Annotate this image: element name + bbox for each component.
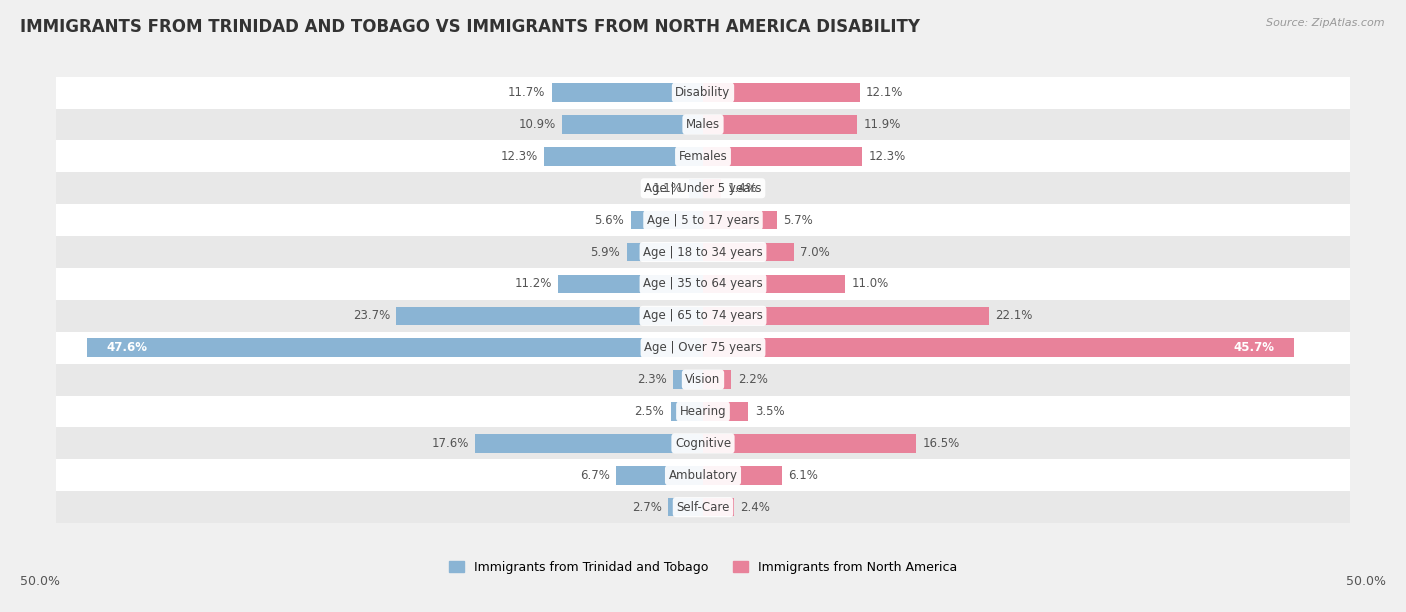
Bar xyxy=(475,434,703,453)
Text: Cognitive: Cognitive xyxy=(675,437,731,450)
Bar xyxy=(703,307,988,325)
Text: 1.1%: 1.1% xyxy=(652,182,682,195)
Bar xyxy=(703,498,734,517)
Bar xyxy=(689,179,703,198)
Text: 3.5%: 3.5% xyxy=(755,405,785,418)
Bar xyxy=(56,364,1350,395)
Text: Males: Males xyxy=(686,118,720,131)
Text: 2.4%: 2.4% xyxy=(741,501,770,513)
Bar xyxy=(544,147,703,166)
Bar xyxy=(668,498,703,517)
Text: Age | 65 to 74 years: Age | 65 to 74 years xyxy=(643,309,763,323)
Text: Age | Over 75 years: Age | Over 75 years xyxy=(644,341,762,354)
Text: 12.3%: 12.3% xyxy=(869,150,905,163)
Text: 47.6%: 47.6% xyxy=(107,341,148,354)
Text: 1.4%: 1.4% xyxy=(727,182,758,195)
Bar xyxy=(703,434,917,453)
Text: 2.7%: 2.7% xyxy=(631,501,662,513)
Bar xyxy=(56,395,1350,427)
Bar xyxy=(703,466,782,485)
Bar xyxy=(703,275,845,293)
Text: 10.9%: 10.9% xyxy=(519,118,555,131)
Text: 11.2%: 11.2% xyxy=(515,277,551,291)
Text: 2.3%: 2.3% xyxy=(637,373,666,386)
Text: Age | 35 to 64 years: Age | 35 to 64 years xyxy=(643,277,763,291)
Text: 16.5%: 16.5% xyxy=(922,437,960,450)
Bar xyxy=(703,147,862,166)
Text: 6.1%: 6.1% xyxy=(789,469,818,482)
Text: IMMIGRANTS FROM TRINIDAD AND TOBAGO VS IMMIGRANTS FROM NORTH AMERICA DISABILITY: IMMIGRANTS FROM TRINIDAD AND TOBAGO VS I… xyxy=(20,18,920,36)
Bar xyxy=(56,427,1350,460)
Bar xyxy=(703,338,1294,357)
Bar xyxy=(56,268,1350,300)
Bar xyxy=(87,338,703,357)
Bar xyxy=(396,307,703,325)
Bar xyxy=(56,460,1350,491)
Bar xyxy=(56,332,1350,364)
Bar xyxy=(56,173,1350,204)
Bar xyxy=(56,491,1350,523)
Text: Vision: Vision xyxy=(685,373,721,386)
Text: Age | 18 to 34 years: Age | 18 to 34 years xyxy=(643,245,763,258)
Bar xyxy=(703,370,731,389)
Text: Hearing: Hearing xyxy=(679,405,727,418)
Text: 6.7%: 6.7% xyxy=(581,469,610,482)
Text: 17.6%: 17.6% xyxy=(432,437,468,450)
Text: 23.7%: 23.7% xyxy=(353,309,389,323)
Bar xyxy=(703,179,721,198)
Bar xyxy=(56,140,1350,173)
Text: 11.7%: 11.7% xyxy=(508,86,546,99)
Bar xyxy=(562,115,703,133)
Bar xyxy=(56,204,1350,236)
Text: 11.9%: 11.9% xyxy=(863,118,901,131)
Text: Age | 5 to 17 years: Age | 5 to 17 years xyxy=(647,214,759,226)
Text: Ambulatory: Ambulatory xyxy=(668,469,738,482)
Text: 50.0%: 50.0% xyxy=(1347,575,1386,588)
Bar xyxy=(616,466,703,485)
Text: Self-Care: Self-Care xyxy=(676,501,730,513)
Bar xyxy=(703,243,793,261)
Bar xyxy=(627,243,703,261)
Text: 12.1%: 12.1% xyxy=(866,86,904,99)
Bar xyxy=(56,108,1350,140)
Text: 7.0%: 7.0% xyxy=(800,245,830,258)
Text: 2.5%: 2.5% xyxy=(634,405,664,418)
Text: Females: Females xyxy=(679,150,727,163)
Text: Age | Under 5 years: Age | Under 5 years xyxy=(644,182,762,195)
Text: 5.7%: 5.7% xyxy=(783,214,813,226)
Text: 45.7%: 45.7% xyxy=(1233,341,1275,354)
Bar xyxy=(558,275,703,293)
Text: 22.1%: 22.1% xyxy=(995,309,1033,323)
Bar xyxy=(673,370,703,389)
Text: 5.6%: 5.6% xyxy=(595,214,624,226)
Text: 11.0%: 11.0% xyxy=(852,277,889,291)
Legend: Immigrants from Trinidad and Tobago, Immigrants from North America: Immigrants from Trinidad and Tobago, Imm… xyxy=(444,556,962,579)
Bar xyxy=(551,83,703,102)
Text: Disability: Disability xyxy=(675,86,731,99)
Text: 2.2%: 2.2% xyxy=(738,373,768,386)
Bar xyxy=(703,115,856,133)
Bar xyxy=(630,211,703,230)
Text: 50.0%: 50.0% xyxy=(20,575,59,588)
Bar xyxy=(56,76,1350,108)
Bar xyxy=(56,300,1350,332)
Text: 12.3%: 12.3% xyxy=(501,150,537,163)
Bar xyxy=(703,83,859,102)
Text: 5.9%: 5.9% xyxy=(591,245,620,258)
Text: Source: ZipAtlas.com: Source: ZipAtlas.com xyxy=(1267,18,1385,28)
Bar xyxy=(671,402,703,421)
Bar xyxy=(703,211,776,230)
Bar xyxy=(56,236,1350,268)
Bar xyxy=(703,402,748,421)
